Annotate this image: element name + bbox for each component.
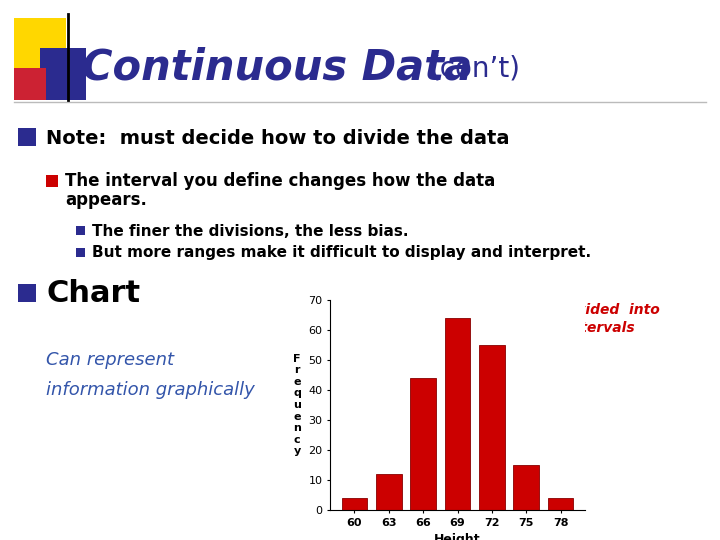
Text: Can represent
information graphically: Can represent information graphically xyxy=(46,352,255,399)
Bar xyxy=(14,68,46,100)
Text: Data divided  into: Data divided into xyxy=(520,303,660,317)
Bar xyxy=(341,498,367,510)
Bar xyxy=(76,248,85,257)
Bar xyxy=(479,345,505,510)
Text: The finer the divisions, the less bias.: The finer the divisions, the less bias. xyxy=(92,224,408,239)
Text: appears.: appears. xyxy=(65,191,147,209)
Bar xyxy=(40,48,86,100)
Y-axis label: F
r
e
q
u
e
n
c
y: F r e q u e n c y xyxy=(293,354,301,456)
Bar xyxy=(445,318,470,510)
Bar xyxy=(14,18,66,86)
Text: The interval you define changes how the data: The interval you define changes how the … xyxy=(65,172,495,190)
Bar xyxy=(18,284,36,302)
Text: 3″ intervals: 3″ intervals xyxy=(545,321,635,335)
Bar xyxy=(46,175,58,187)
Text: (con’t): (con’t) xyxy=(430,54,521,82)
Bar xyxy=(513,465,539,510)
Text: But more ranges make it difficult to display and interpret.: But more ranges make it difficult to dis… xyxy=(92,246,591,260)
Text: Note:  must decide how to divide the data: Note: must decide how to divide the data xyxy=(46,129,510,147)
Bar xyxy=(548,498,573,510)
Text: Chart: Chart xyxy=(46,280,140,308)
Bar xyxy=(376,474,402,510)
Text: Continuous Data: Continuous Data xyxy=(82,47,472,89)
Bar xyxy=(18,128,36,146)
Bar xyxy=(76,226,85,235)
X-axis label: Height: Height xyxy=(434,533,481,540)
Bar xyxy=(410,378,436,510)
